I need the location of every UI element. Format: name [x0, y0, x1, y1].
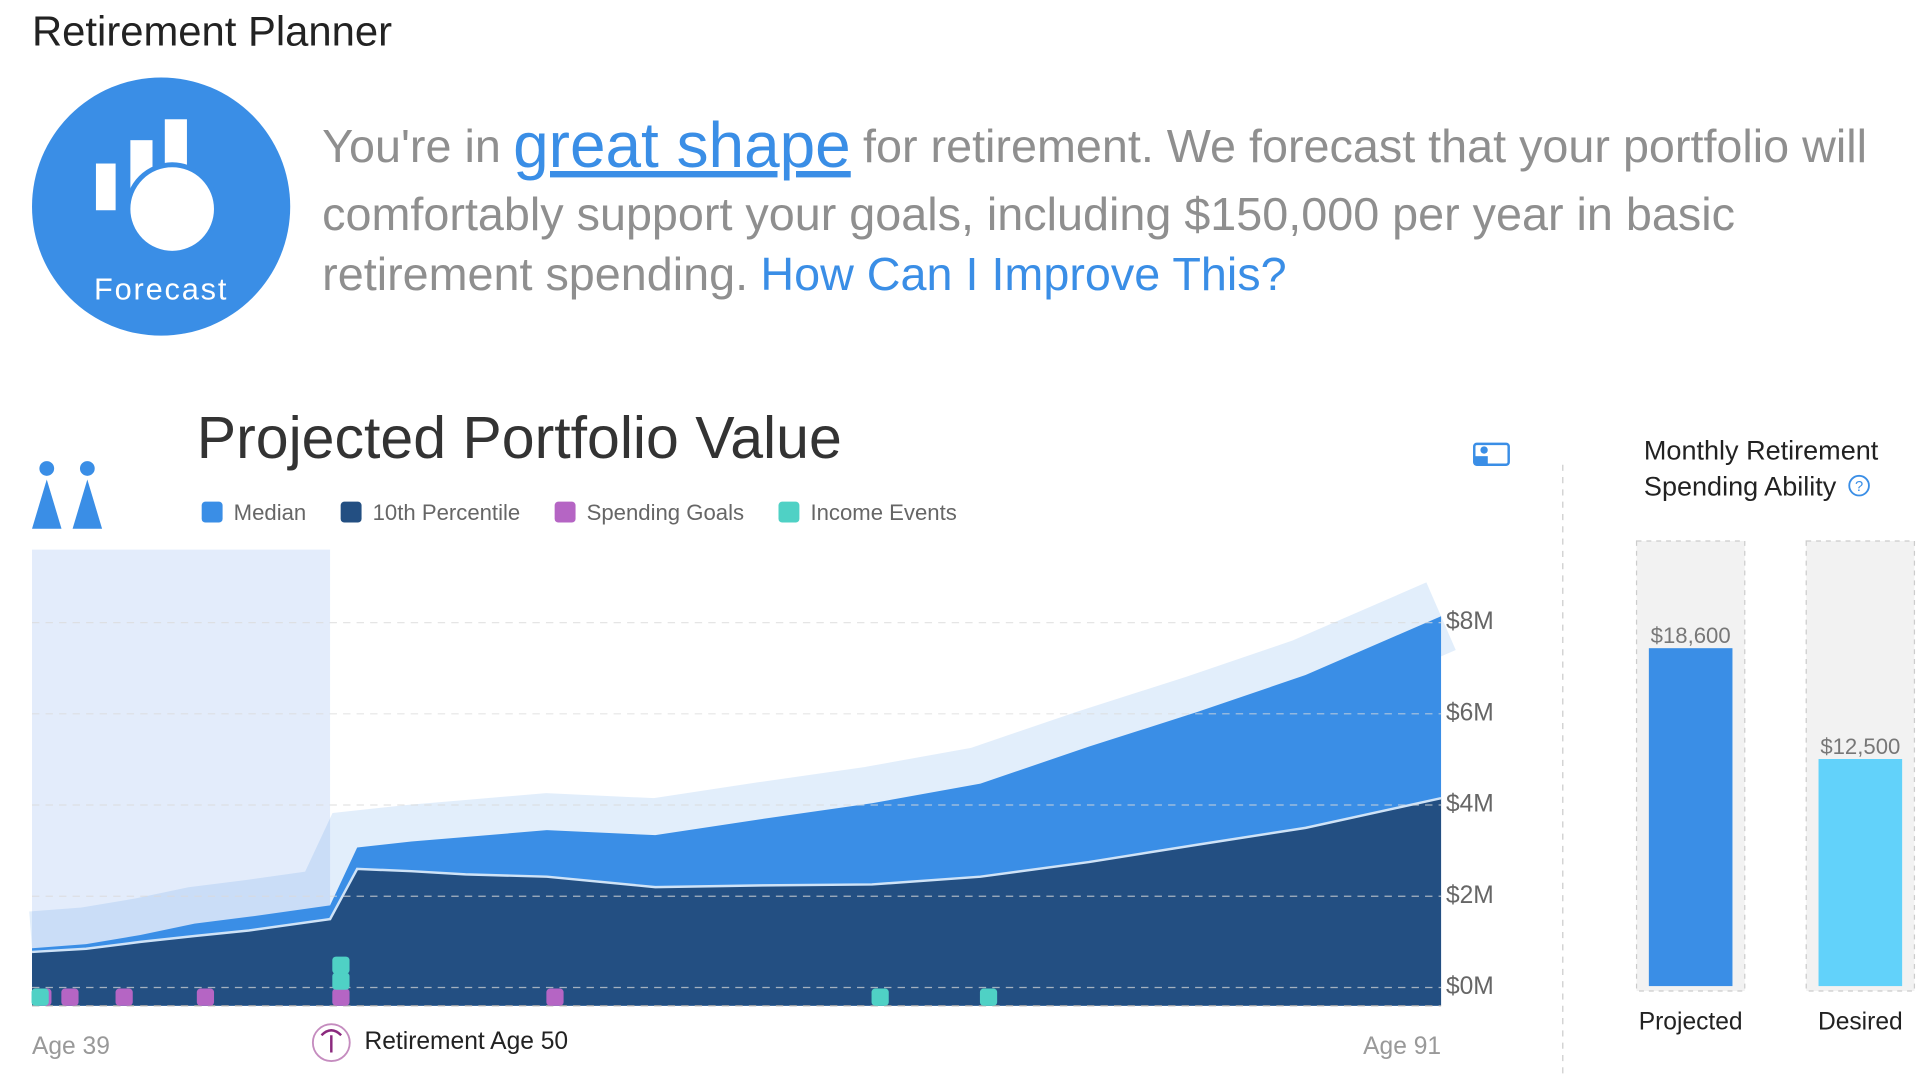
event-marker — [332, 988, 350, 1006]
legend-swatch — [554, 501, 576, 523]
x-tick-label: Retirement Age 50 — [365, 1028, 569, 1055]
category-label: Desired — [1818, 1008, 1903, 1035]
badge-icon — [164, 119, 187, 171]
bar — [1818, 759, 1903, 987]
event-marker — [979, 988, 998, 1006]
badge-label: Forecast — [94, 272, 228, 307]
legend-swatch — [340, 501, 362, 523]
event-marker — [115, 988, 133, 1006]
y-tick-label: $0M — [1446, 973, 1494, 1000]
y-tick-label: $2M — [1446, 882, 1494, 909]
area — [32, 798, 1442, 1006]
intro-line: comfortably support your goals, includin… — [322, 188, 1735, 240]
x-tick-label: Age 91 — [1363, 1033, 1441, 1060]
badge-icon — [95, 163, 116, 211]
chart-title: Projected Portfolio Value — [197, 405, 842, 471]
intro-text: You're in — [322, 120, 501, 172]
intro-highlight[interactable]: great shape — [513, 109, 851, 181]
event-marker — [332, 956, 350, 974]
x-tick-label: Age 39 — [32, 1033, 110, 1060]
bar-chart-title: Spending Ability — [1644, 471, 1837, 501]
category-label: Projected — [1639, 1008, 1743, 1035]
improve-link[interactable]: How Can I Improve This? — [760, 248, 1286, 300]
retirement-icon — [320, 1029, 343, 1053]
svg-text:?: ? — [1855, 479, 1863, 495]
legend-label: Spending Goals — [587, 500, 744, 525]
event-marker — [332, 972, 350, 990]
value-label: $18,600 — [1651, 623, 1731, 648]
bar-chart: Monthly Retirement Spending Ability ? $1… — [1635, 436, 1916, 1035]
legend-label: Income Events — [810, 500, 956, 525]
event-marker — [196, 988, 215, 1006]
people-icon — [32, 461, 103, 529]
y-tick-label: $8M — [1446, 608, 1494, 635]
event-marker — [546, 988, 564, 1006]
intro-line: You're in great shape for retirement. We f… — [322, 109, 1867, 181]
legend-label: 10th Percentile — [373, 500, 521, 525]
forecast-badge[interactable]: Forecast — [32, 77, 291, 336]
intro-text: retirement spending. — [322, 248, 748, 300]
event-marker — [61, 988, 79, 1006]
value-label: $12,500 — [1820, 734, 1900, 759]
y-tick-label: $6M — [1446, 699, 1494, 726]
y-tick-label: $4M — [1446, 791, 1494, 818]
page-title: Retirement Planner — [32, 7, 392, 54]
intro-text: for retirement. We forecast that your po… — [863, 120, 1867, 172]
event-marker — [871, 988, 889, 1006]
badge-icon — [125, 162, 219, 256]
bar-chart-title: Monthly Retirement — [1644, 436, 1879, 466]
help-icon[interactable]: ? — [1848, 474, 1870, 497]
area-chart: $0M $2M $4M $6M $8M Age 39 Retirement Age 50 Ag… — [29, 500, 1494, 1063]
legend-label: Median — [234, 500, 307, 525]
percentile-line — [31, 797, 1442, 954]
event-marker — [31, 988, 49, 1006]
bar — [1648, 648, 1733, 987]
legend-swatch — [201, 501, 223, 523]
intro: You're in great shape for retirement. We f… — [322, 109, 1867, 300]
legend-swatch — [778, 501, 800, 523]
edit-icon[interactable] — [1473, 442, 1510, 466]
intro-line: retirement spending. How Can I Improve Th… — [322, 248, 1286, 300]
